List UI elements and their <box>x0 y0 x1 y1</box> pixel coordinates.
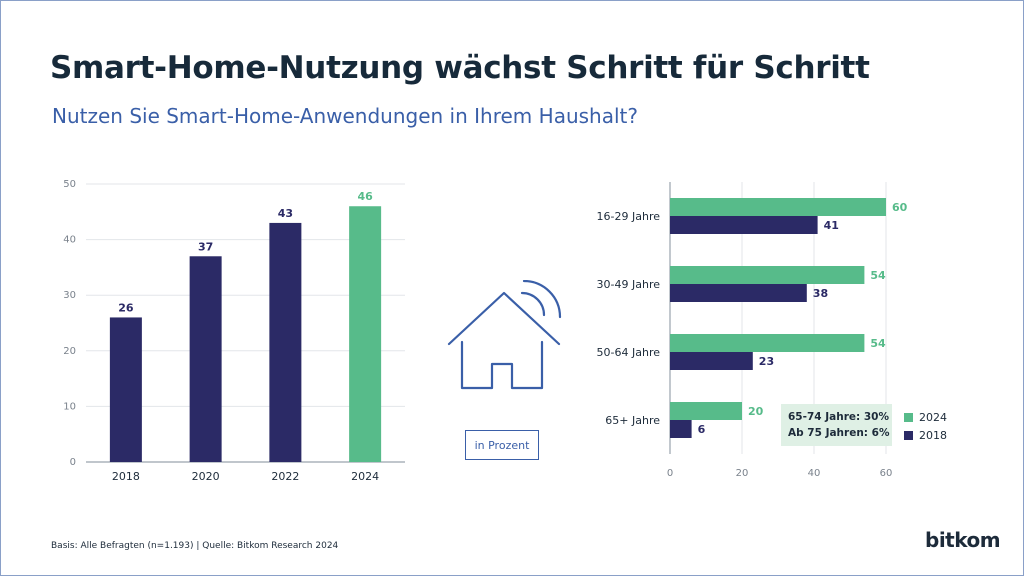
y-tick-label: 10 <box>63 401 76 412</box>
y-tick-label: 50 <box>63 179 76 190</box>
unit-note: in Prozent <box>465 430 539 460</box>
x-tick-label-2018: 2018 <box>112 470 140 483</box>
bar-value-2024-1: 54 <box>870 269 886 282</box>
annotation-line-2: Ab 75 Jahren: 6% <box>788 427 890 439</box>
bar-2024-0 <box>670 198 886 216</box>
bar-value-2024-3: 20 <box>748 405 764 418</box>
bar-2018-1 <box>670 284 807 302</box>
bar-value-2018-0: 41 <box>824 219 839 232</box>
bar-2024-3 <box>670 402 742 420</box>
category-label: 16-29 Jahre <box>597 210 661 223</box>
age-annotation-box: 65-74 Jahre: 30% Ab 75 Jahren: 6% <box>781 404 892 446</box>
bar-value-2020: 37 <box>198 240 213 253</box>
bar-value-2024-2: 54 <box>870 337 886 350</box>
bar-2024 <box>349 206 382 462</box>
bar-2018-3 <box>670 420 692 438</box>
x-tick-label-2022: 2022 <box>271 470 299 483</box>
bar-2018-2 <box>670 352 753 370</box>
bar-2020 <box>189 256 222 462</box>
legend-item-2024: 2024 <box>904 408 947 426</box>
annotation-line-1: 65-74 Jahre: 30% <box>788 411 889 423</box>
legend-label-2024: 2024 <box>919 410 947 424</box>
legend: 2024 2018 <box>904 408 947 444</box>
y-tick-label: 20 <box>63 346 76 357</box>
bar-2018-0 <box>670 216 818 234</box>
y-tick-label: 30 <box>63 290 76 301</box>
x-tick-label-2020: 2020 <box>192 470 220 483</box>
x-tick-label: 20 <box>736 468 749 479</box>
x-tick-label-2024: 2024 <box>351 470 379 483</box>
page-subtitle: Nutzen Sie Smart-Home-Anwendungen in Ihr… <box>52 104 638 128</box>
year-bar-chart: 0 10 20 30 40 50 26 2018 37 2020 43 2022 46 2024 <box>63 179 405 483</box>
legend-item-2018: 2018 <box>904 426 947 444</box>
bar-value-2018-1: 38 <box>813 287 828 300</box>
smart-home-icon <box>440 279 570 399</box>
bar-2022 <box>269 222 302 462</box>
category-label: 50-64 Jahre <box>597 346 661 359</box>
category-label: 30-49 Jahre <box>597 278 661 291</box>
bar-value-2024: 46 <box>357 190 373 203</box>
bar-value-2018-2: 23 <box>759 355 774 368</box>
bar-value-2018-3: 6 <box>698 423 706 436</box>
bar-value-2018: 26 <box>118 301 134 314</box>
y-tick-label: 0 <box>70 457 76 468</box>
bar-2024-2 <box>670 334 865 352</box>
bar-value-2022: 43 <box>278 207 293 220</box>
x-tick-label: 0 <box>667 468 673 479</box>
category-label: 65+ Jahre <box>605 414 660 427</box>
x-tick-label: 40 <box>808 468 821 479</box>
bar-value-2024-0: 60 <box>892 201 908 214</box>
age-bar-chart: 0 20 40 60 16-29 Jahre 60 41 30-49 Jahre 54 38 50-… <box>597 182 908 479</box>
bitkom-logo: bitkom <box>925 528 1001 552</box>
source-footer: Basis: Alle Befragten (n=1.193) | Quelle… <box>51 541 339 551</box>
legend-swatch-2018 <box>904 430 913 440</box>
page-title: Smart-Home-Nutzung wächst Schritt für Sc… <box>50 50 870 86</box>
x-tick-label: 60 <box>880 468 893 479</box>
bar-2024-1 <box>670 266 865 284</box>
y-tick-label: 40 <box>63 235 76 246</box>
bar-2018 <box>109 317 142 462</box>
legend-swatch-2024 <box>904 412 913 422</box>
legend-label-2018: 2018 <box>919 428 947 442</box>
